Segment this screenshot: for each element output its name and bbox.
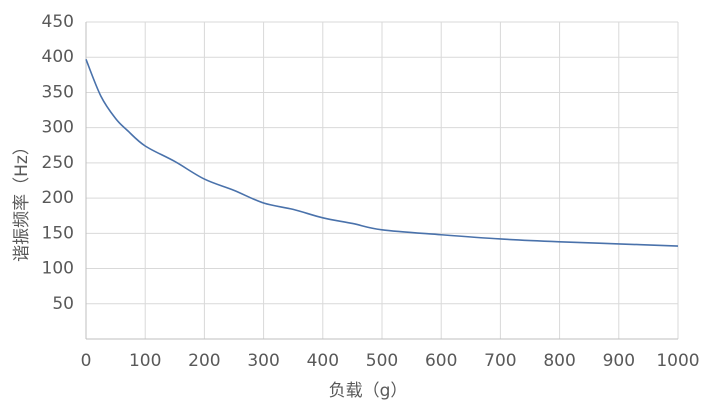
y-tick-label: 300 xyxy=(42,118,74,138)
x-tick-label: 200 xyxy=(188,351,220,371)
x-tick-label: 900 xyxy=(603,351,635,371)
x-axis-label: 负载（g） xyxy=(329,381,408,401)
x-tick-label: 400 xyxy=(307,351,339,371)
y-tick-label: 150 xyxy=(42,223,74,243)
x-tick-label: 500 xyxy=(366,351,398,371)
y-tick-label: 200 xyxy=(42,188,74,208)
x-tick-label: 300 xyxy=(247,351,279,371)
y-tick-label: 400 xyxy=(42,47,74,67)
data-line xyxy=(85,59,679,247)
x-tick-label: 100 xyxy=(129,351,161,371)
y-tick-label: 450 xyxy=(42,12,74,32)
y-axis-label: 谐振频率（Hz） xyxy=(12,138,32,262)
x-tick-label: 0 xyxy=(81,351,92,371)
y-tick-label: 100 xyxy=(42,259,74,279)
y-tick-label: 350 xyxy=(42,82,74,102)
x-tick-label: 1000 xyxy=(656,351,699,371)
x-tick-label: 800 xyxy=(543,351,575,371)
x-tick-label: 700 xyxy=(484,351,516,371)
y-tick-label: 250 xyxy=(42,153,74,173)
x-tick-label: 600 xyxy=(425,351,457,371)
y-tick-label: 50 xyxy=(52,294,74,314)
